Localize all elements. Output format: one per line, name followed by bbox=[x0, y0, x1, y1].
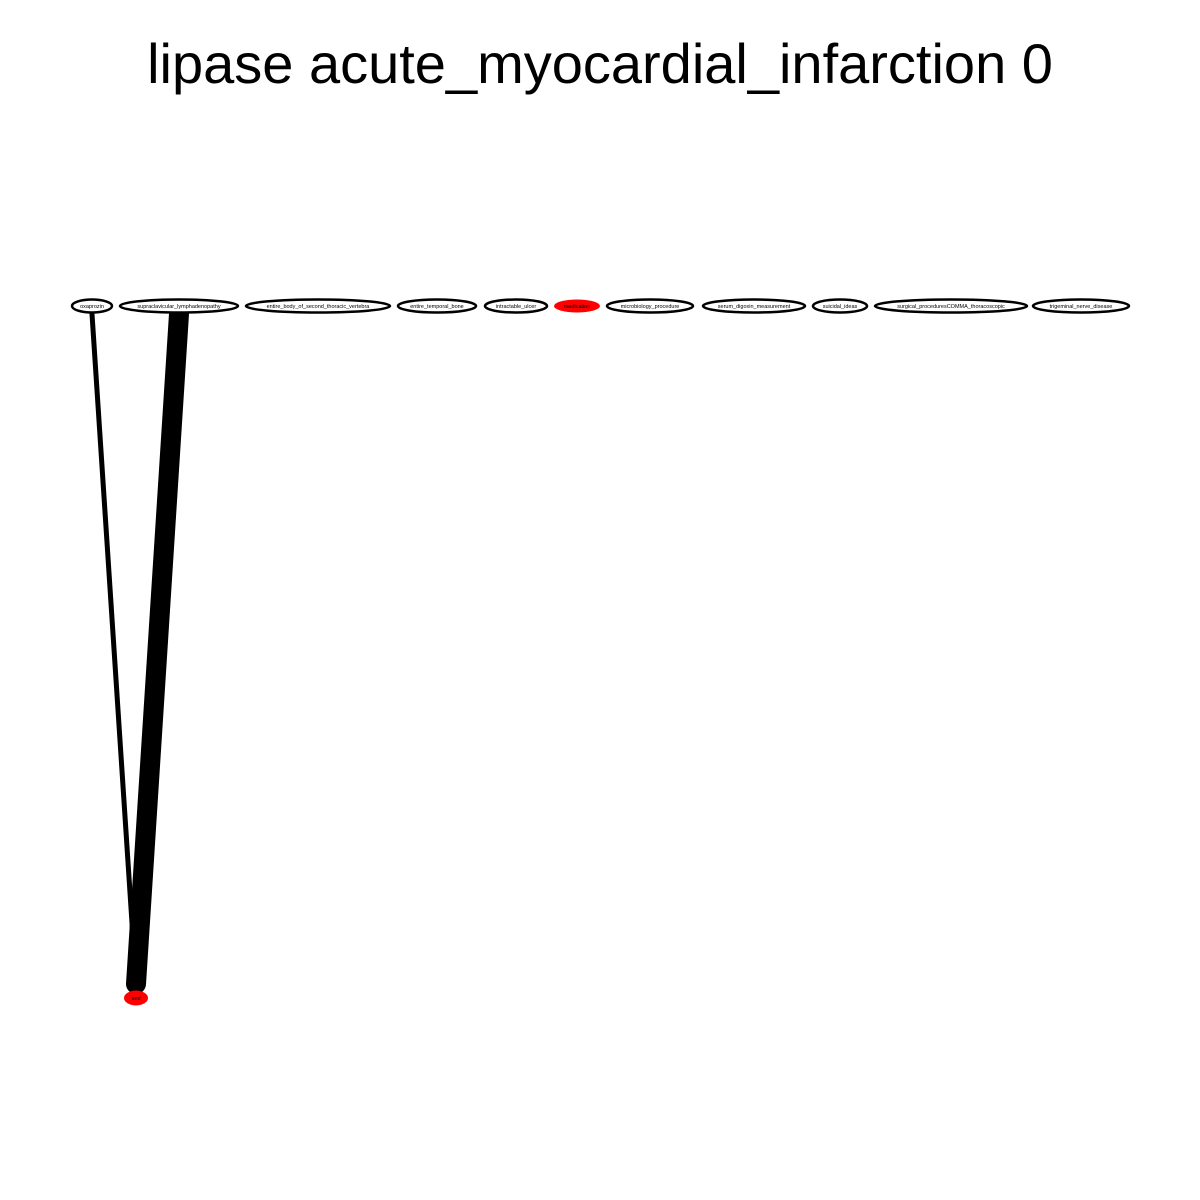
node-surgical_proceduresCOMMA_thoracoscopic: surgical_proceduresCOMMA_thoracoscopic bbox=[875, 300, 1027, 313]
node-medication: medication bbox=[554, 300, 600, 313]
node-label-ami: ami bbox=[132, 996, 141, 1002]
node-serum_digoxin_measurement: serum_digoxin_measurement bbox=[703, 300, 805, 313]
edge-layer bbox=[92, 314, 179, 984]
node-oxaprozin: oxaprozin bbox=[72, 300, 112, 313]
node-intractable_ulcer: intractable_ulcer bbox=[485, 300, 547, 313]
node-ami: ami bbox=[124, 991, 148, 1006]
node-trigeminal_nerve_disease: trigeminal_nerve_disease bbox=[1033, 300, 1129, 313]
node-label-serum_digoxin_measurement: serum_digoxin_measurement bbox=[718, 304, 791, 310]
node-label-suicidal_ideas: suicidal_ideas bbox=[823, 304, 858, 310]
node-label-supraclavicular_lymphadenopathy: supraclavicular_lymphadenopathy bbox=[137, 304, 220, 310]
edge-oxaprozin-ami bbox=[92, 314, 136, 984]
node-layer: oxaprozin supraclavicular_lymphadenopathy… bbox=[72, 300, 1129, 1006]
node-entire_temporal_bone: entire_temporal_bone bbox=[398, 300, 476, 313]
node-microbiology_procedure: microbiology_procedure bbox=[607, 300, 693, 313]
node-suicidal_ideas: suicidal_ideas bbox=[813, 300, 867, 313]
node-entire_body_of_second_thoracic_vertebra: entire_body_of_second_thoracic_vertebra bbox=[246, 300, 390, 313]
node-label-intractable_ulcer: intractable_ulcer bbox=[496, 304, 537, 310]
node-label-microbiology_procedure: microbiology_procedure bbox=[621, 304, 680, 310]
node-label-oxaprozin: oxaprozin bbox=[80, 304, 104, 310]
graph-title: lipase acute_myocardial_infarction 0 bbox=[147, 32, 1053, 95]
node-label-medication: medication bbox=[564, 304, 591, 310]
node-label-surgical_proceduresCOMMA_thoracoscopic: surgical_proceduresCOMMA_thoracoscopic bbox=[897, 304, 1005, 310]
node-label-trigeminal_nerve_disease: trigeminal_nerve_disease bbox=[1050, 304, 1113, 310]
edge-supraclavicular_lymphadenopathy-ami bbox=[136, 314, 179, 984]
node-supraclavicular_lymphadenopathy: supraclavicular_lymphadenopathy bbox=[120, 300, 238, 313]
node-label-entire_temporal_bone: entire_temporal_bone bbox=[410, 304, 464, 310]
node-label-entire_body_of_second_thoracic_vertebra: entire_body_of_second_thoracic_vertebra bbox=[267, 304, 371, 310]
